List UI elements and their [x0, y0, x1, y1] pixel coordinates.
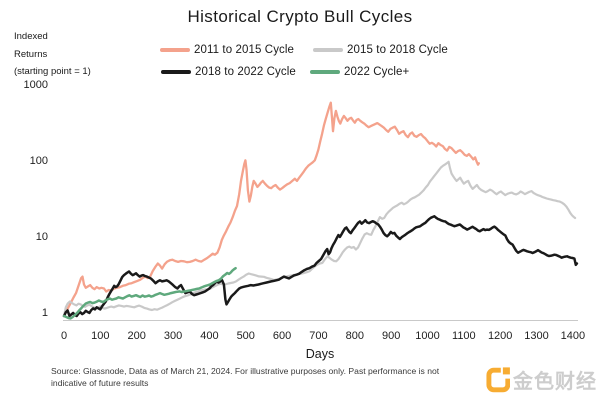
- legend-swatch: [313, 48, 343, 52]
- x-tick-600: 600: [272, 330, 292, 342]
- legend-label: 2022 Cycle+: [344, 66, 410, 78]
- legend-label: 2018 to 2022 Cycle: [195, 66, 296, 78]
- x-tick-1200: 1200: [487, 330, 513, 342]
- series-line-2022-cycle-: [62, 266, 237, 320]
- y-axis-annotation: Indexed Returns (starting point = 1): [14, 28, 91, 81]
- legend-swatch: [160, 48, 190, 52]
- x-tick-1400: 1400: [560, 330, 586, 342]
- x-tick-1100: 1100: [452, 330, 476, 342]
- y-tick-100: 100: [29, 155, 48, 167]
- x-tick-400: 400: [200, 330, 219, 342]
- x-tick-1000: 1000: [415, 330, 440, 342]
- x-tick-500: 500: [236, 330, 255, 342]
- legend-item-2022-cycle-: 2022 Cycle+: [310, 66, 409, 78]
- legend-label: 2011 to 2015 Cycle: [194, 44, 295, 56]
- page-title: Historical Crypto Bull Cycles: [187, 7, 413, 26]
- y-axis-annotation-line2: Returns: [14, 48, 48, 60]
- series-line-2018-to-2022-cycle: [62, 215, 579, 318]
- source-note: Source: Glassnode, Data as of March 21, …: [51, 365, 439, 389]
- jinse-finance-logo-icon: [486, 366, 510, 392]
- legend-item-2011-to-2015-cycle: 2011 to 2015 Cycle: [160, 44, 294, 56]
- x-tick-100: 100: [91, 330, 110, 342]
- legend-swatch: [310, 70, 340, 74]
- legend-item-2018-to-2022-cycle: 2018 to 2022 Cycle: [161, 66, 296, 78]
- y-axis-annotation-line3: (starting point = 1): [14, 66, 91, 77]
- y-tick-1: 1: [41, 307, 48, 319]
- x-tick-300: 300: [163, 330, 183, 342]
- y-axis-annotation-line1: Indexed: [14, 31, 48, 42]
- x-tick-800: 800: [345, 330, 364, 342]
- series-line-2015-to-2018-cycle: [62, 160, 577, 318]
- legend-item-2015-to-2018-cycle: 2015 to 2018 Cycle: [313, 44, 448, 56]
- brand-watermark: 金色财经: [486, 365, 597, 394]
- legend-label: 2015 to 2018 Cycle: [347, 44, 448, 56]
- x-axis-line: [63, 320, 578, 321]
- x-tick-900: 900: [381, 330, 401, 342]
- legend-swatch: [161, 70, 191, 74]
- y-tick-1000: 1000: [23, 79, 48, 91]
- brand-watermark-text: 金色财经: [513, 371, 597, 393]
- x-tick-1300: 1300: [524, 330, 549, 342]
- x-tick-0: 0: [60, 330, 68, 342]
- series-line-2011-to-2015-cycle: [62, 101, 480, 318]
- source-note-line2: indicative of future results: [51, 378, 149, 388]
- x-tick-200: 200: [127, 330, 146, 342]
- y-tick-10: 10: [35, 231, 48, 243]
- x-axis-label: Days: [305, 347, 335, 361]
- x-tick-700: 700: [309, 330, 328, 342]
- source-note-line1: Source: Glassnode, Data as of March 21, …: [51, 366, 440, 376]
